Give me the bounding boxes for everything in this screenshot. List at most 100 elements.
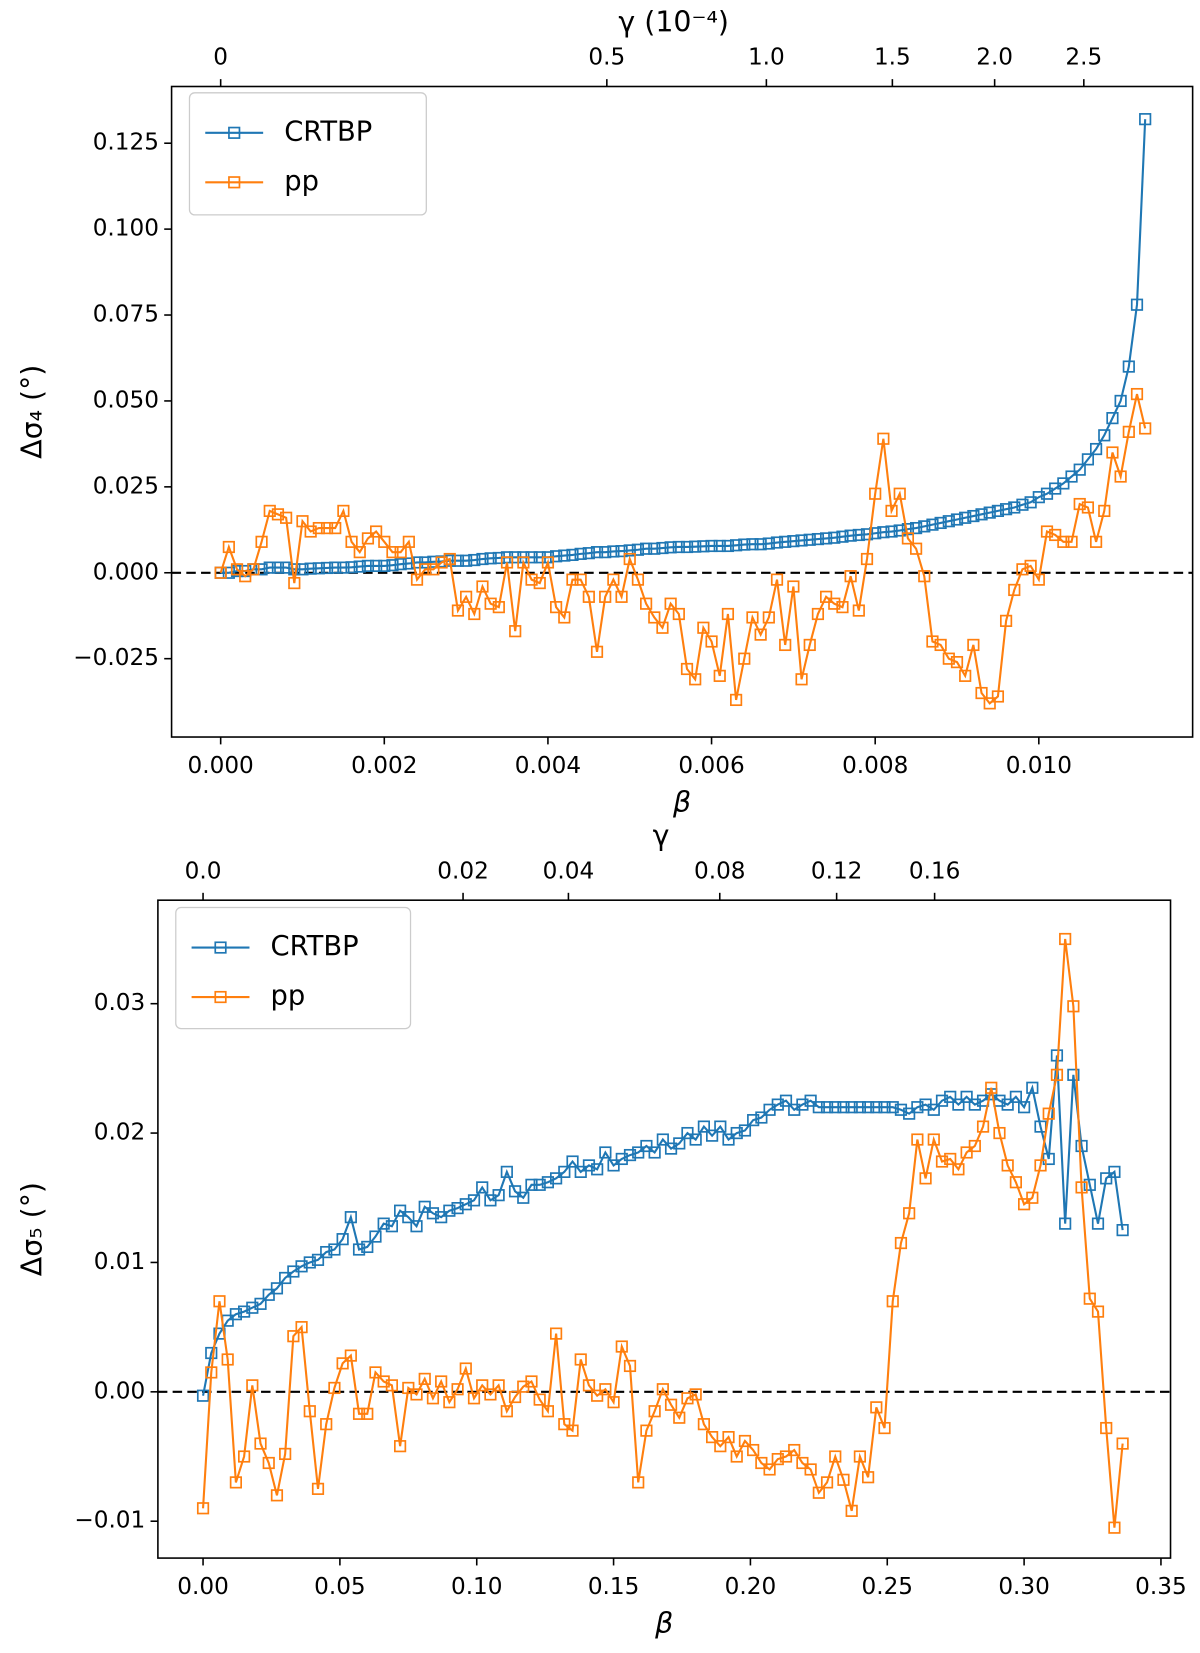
marker xyxy=(926,635,939,648)
marker xyxy=(730,1450,743,1463)
marker xyxy=(911,1101,924,1114)
marker xyxy=(705,539,718,553)
marker xyxy=(942,515,955,528)
marker xyxy=(320,1418,333,1431)
marker xyxy=(280,511,293,524)
marker xyxy=(869,487,882,500)
marker xyxy=(370,525,383,538)
marker xyxy=(779,1450,793,1463)
x2-tick-label: 0.0 xyxy=(185,858,222,884)
marker xyxy=(706,1129,719,1142)
marker xyxy=(574,1165,587,1178)
marker xyxy=(419,563,432,576)
marker xyxy=(706,1431,719,1444)
marker xyxy=(295,1260,308,1273)
legend-box xyxy=(175,906,412,1030)
marker xyxy=(960,1146,973,1159)
y-tick-label: −0.01 xyxy=(74,1508,145,1534)
marker xyxy=(1059,1217,1072,1230)
marker xyxy=(369,1366,382,1379)
marker xyxy=(779,535,792,548)
y-tick-label: 0.125 xyxy=(93,130,159,156)
marker xyxy=(721,607,735,621)
x-tick-label: 0.004 xyxy=(515,753,581,779)
marker xyxy=(878,1101,891,1114)
marker xyxy=(196,1389,210,1402)
marker xyxy=(1075,1139,1088,1153)
marker xyxy=(590,645,604,658)
marker xyxy=(1050,1068,1064,1081)
marker xyxy=(623,1148,637,1162)
marker xyxy=(967,509,980,523)
marker xyxy=(476,552,489,566)
marker xyxy=(590,546,604,559)
marker xyxy=(1001,1159,1014,1172)
marker xyxy=(1091,1305,1105,1318)
marker xyxy=(697,540,710,553)
legend-marker xyxy=(228,126,241,139)
marker xyxy=(1083,1178,1096,1191)
marker xyxy=(451,1202,464,1215)
plot: 0.000 0.002 0.004 0.006 0.008 0.010 −0.025 0.00… xyxy=(16,5,1194,818)
marker xyxy=(247,563,260,576)
marker xyxy=(852,528,865,542)
marker xyxy=(714,1120,727,1133)
x2-tick-label: 0.5 xyxy=(588,45,625,71)
marker xyxy=(402,1381,415,1395)
marker xyxy=(484,597,497,610)
marker xyxy=(1065,535,1078,548)
marker xyxy=(681,1392,694,1405)
marker xyxy=(500,556,514,569)
marker xyxy=(664,1398,678,1411)
marker xyxy=(697,621,710,634)
marker xyxy=(722,1431,735,1444)
marker xyxy=(623,544,636,557)
marker xyxy=(623,1359,637,1373)
marker xyxy=(214,566,227,579)
marker xyxy=(1116,1437,1129,1450)
marker xyxy=(1130,387,1144,401)
marker xyxy=(550,601,563,614)
marker xyxy=(476,580,489,593)
marker xyxy=(394,546,407,559)
marker xyxy=(968,1098,981,1111)
x2-tick-label: 0.04 xyxy=(543,858,595,884)
marker xyxy=(378,535,391,548)
marker xyxy=(288,576,301,590)
marker xyxy=(853,1450,867,1463)
marker xyxy=(746,538,759,551)
marker xyxy=(828,531,841,544)
marker xyxy=(804,1463,817,1476)
marker xyxy=(968,1139,981,1153)
marker xyxy=(1008,583,1021,597)
marker xyxy=(607,1396,620,1409)
marker xyxy=(1016,498,1029,511)
marker xyxy=(443,1204,456,1217)
marker xyxy=(492,1189,505,1202)
marker xyxy=(770,573,784,586)
marker xyxy=(1073,463,1086,476)
marker xyxy=(738,1124,752,1137)
marker xyxy=(402,535,415,548)
marker xyxy=(746,611,759,624)
marker xyxy=(361,559,375,572)
marker xyxy=(230,563,244,576)
marker xyxy=(255,563,268,576)
marker xyxy=(287,1330,300,1343)
marker xyxy=(271,508,285,521)
marker xyxy=(689,1133,702,1146)
marker xyxy=(1108,1165,1121,1178)
marker xyxy=(263,561,276,574)
marker xyxy=(722,1133,735,1146)
y-tick-label: 0.075 xyxy=(93,302,159,328)
y-tick-label: 0.000 xyxy=(93,559,159,585)
legend-label: pp xyxy=(271,981,306,1012)
marker xyxy=(656,1383,669,1396)
marker xyxy=(903,1107,916,1120)
marker xyxy=(607,545,620,558)
marker xyxy=(771,1452,784,1466)
marker xyxy=(1098,429,1111,442)
marker xyxy=(328,1243,341,1256)
marker xyxy=(689,673,702,686)
marker xyxy=(820,1101,834,1114)
